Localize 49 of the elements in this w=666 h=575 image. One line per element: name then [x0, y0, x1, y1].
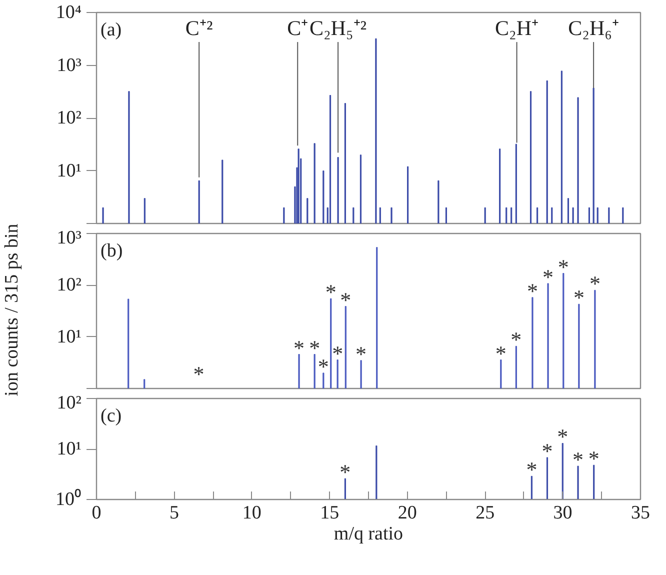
annotation: C⁺	[287, 16, 308, 40]
annotation: *	[526, 278, 538, 304]
annotation: *	[573, 285, 584, 310]
annotation: C₂H₆⁺	[568, 16, 619, 40]
y-axis-title: ion counts / 315 ps bin	[2, 223, 22, 396]
annotation: *	[309, 335, 320, 360]
annotation: *	[495, 340, 506, 366]
annotation: *	[510, 327, 522, 352]
x-tick-label: 30	[553, 502, 572, 524]
x-tick-label: 15	[320, 502, 340, 524]
x-tick-label: 5	[169, 502, 179, 524]
annotation: *	[193, 362, 204, 386]
chart-title: (c)	[100, 406, 122, 426]
annotation: *	[318, 354, 329, 379]
x-tick-label: 25	[476, 502, 495, 524]
annotation: C₂H⁺	[495, 16, 539, 40]
y-tick-label: 10¹	[56, 326, 82, 348]
y-tick-label: 10⁴	[56, 2, 82, 23]
annotation: *	[557, 424, 568, 450]
annotation: *	[558, 254, 569, 280]
annotation: *	[294, 335, 305, 360]
annotation: *	[325, 280, 336, 305]
y-tick-label: 10¹	[56, 160, 82, 182]
annotation: *	[340, 460, 351, 485]
annotation: *	[572, 447, 584, 472]
annotation: *	[542, 264, 554, 290]
y-tick-label: 10³	[56, 54, 82, 76]
x-tick-label: 10	[242, 502, 262, 524]
annotation: *	[589, 271, 600, 296]
x-tick-label: 20	[398, 502, 417, 524]
y-tick-label: 10¹	[56, 438, 82, 460]
annotation: *	[332, 340, 344, 366]
x-tick-label: 0	[92, 502, 102, 524]
y-tick-label: 10⁰	[56, 488, 82, 510]
x-axis-title: m/q ratio	[334, 524, 404, 544]
annotation: C₂H₅⁺²	[309, 16, 367, 40]
y-tick-label: 10²	[56, 274, 82, 296]
chart-title: (b)	[100, 240, 123, 262]
annotation: C⁺²	[185, 16, 213, 40]
chart-title: (a)	[100, 20, 122, 40]
annotation: *	[526, 457, 538, 482]
y-tick-label: 10²	[56, 392, 82, 414]
annotation: *	[542, 438, 553, 464]
x-tick-label: 35	[631, 502, 650, 524]
annotation: *	[356, 341, 367, 366]
y-tick-label: 10³	[56, 228, 82, 248]
y-tick-label: 10²	[56, 108, 82, 128]
annotation: *	[340, 287, 352, 312]
annotation: *	[588, 446, 600, 472]
